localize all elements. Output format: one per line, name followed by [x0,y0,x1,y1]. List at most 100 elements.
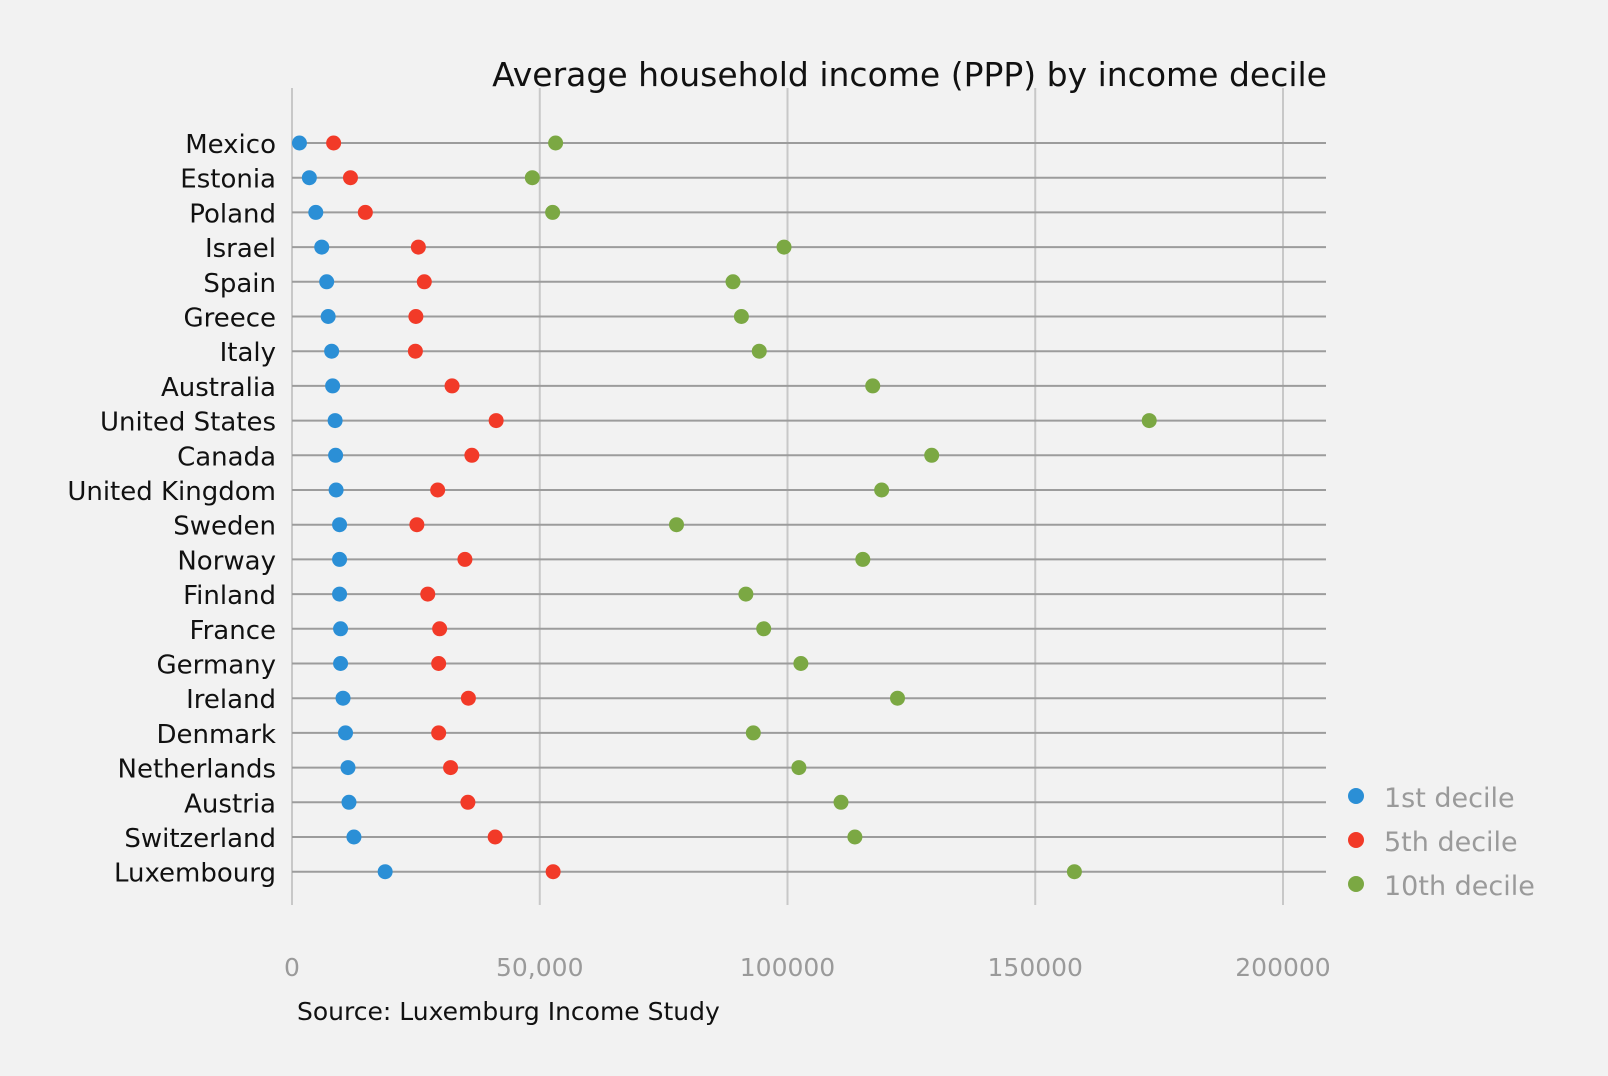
data-point-1st-decile [333,656,349,671]
data-point-1st-decile [328,447,344,463]
y-category-label: Spain [203,269,276,299]
legend-marker [1348,788,1364,804]
data-point-1st-decile [324,343,340,359]
data-point-10th-decile [548,135,564,151]
y-category-label: Australia [161,373,276,403]
data-point-10th-decile [751,343,767,359]
legend: 1st decile 5th decile 10th decile [1348,783,1535,902]
data-point-5th-decile [444,378,460,394]
y-category-label: Israel [205,234,276,264]
data-point-5th-decile [407,343,423,359]
data-point-5th-decile [431,656,447,671]
data-point-5th-decile [488,413,504,429]
data-point-1st-decile [341,794,357,810]
data-point-1st-decile [291,135,307,151]
data-point-1st-decile [377,864,393,880]
category-rows: Mexico Estonia Poland Israel Spain Greece Ital… [67,130,1326,889]
y-category-label: Mexico [185,130,276,160]
y-category-label: Canada [177,442,276,472]
data-point-10th-decile [855,551,871,567]
data-point-1st-decile [308,204,324,220]
source-note: Source: Luxemburg Income Study [297,997,720,1026]
data-point-1st-decile [320,309,336,324]
data-points [291,135,1157,880]
y-category-label: Estonia [180,165,276,195]
data-point-5th-decile [326,135,342,151]
x-tick-label: 150000 [988,953,1083,982]
data-point-5th-decile [460,794,476,810]
y-category-label: Greece [183,304,276,334]
y-category-label: Norway [177,546,276,576]
data-point-10th-decile [776,239,792,255]
data-point-1st-decile [333,621,349,637]
y-category-label: France [190,616,276,646]
y-category-label: United Kingdom [67,477,276,507]
y-category-label: Italy [220,338,276,368]
data-point-1st-decile [301,170,317,186]
y-category-label: United States [100,408,276,438]
data-point-5th-decile [357,204,373,220]
data-point-10th-decile [874,482,890,498]
data-point-1st-decile [328,482,344,498]
y-category-label: Luxembourg [114,859,276,889]
data-point-1st-decile [327,413,343,429]
data-point-1st-decile [335,690,351,706]
data-point-5th-decile [432,621,448,637]
data-point-5th-decile [487,829,503,845]
legend-label: 5th decile [1384,827,1518,858]
data-point-5th-decile [408,309,424,324]
data-point-1st-decile [325,378,341,394]
y-category-label: Ireland [186,685,276,715]
y-category-label: Switzerland [124,824,276,854]
data-point-5th-decile [545,864,561,880]
data-point-5th-decile [431,725,447,741]
y-category-label: Poland [189,199,276,229]
gridlines: 0 50,000 100000 150000 200000 [284,88,1331,982]
data-point-10th-decile [1066,864,1082,880]
data-point-1st-decile [340,760,356,776]
data-point-10th-decile [793,656,809,671]
chart-title: Average household income (PPP) by income… [492,55,1327,94]
x-tick-label: 50,000 [496,953,583,982]
data-point-5th-decile [460,690,476,706]
data-point-5th-decile [409,517,425,533]
data-point-10th-decile [833,794,849,810]
data-point-10th-decile [725,274,741,290]
legend-marker [1348,832,1364,848]
data-point-10th-decile [545,204,561,220]
data-point-5th-decile [416,274,432,290]
data-point-1st-decile [332,517,348,533]
data-point-1st-decile [346,829,362,845]
data-point-10th-decile [847,829,863,845]
y-category-label: Denmark [156,720,276,750]
data-point-10th-decile [1141,413,1157,429]
x-tick-label: 0 [284,953,300,982]
data-point-10th-decile [733,309,749,324]
data-point-5th-decile [443,760,459,776]
data-point-5th-decile [464,447,480,463]
x-tick-label: 200000 [1235,953,1330,982]
y-category-label: Sweden [173,512,276,542]
data-point-1st-decile [319,274,335,290]
data-point-1st-decile [314,239,330,255]
data-point-10th-decile [924,447,940,463]
legend-label: 1st decile [1384,783,1515,814]
data-point-10th-decile [791,760,807,776]
data-point-1st-decile [332,551,348,567]
data-point-10th-decile [669,517,685,533]
data-point-5th-decile [342,170,358,186]
data-point-1st-decile [332,586,348,602]
data-point-1st-decile [338,725,354,741]
legend-label: 10th decile [1384,871,1535,902]
data-point-10th-decile [756,621,772,637]
data-point-5th-decile [430,482,446,498]
legend-marker [1348,876,1364,892]
y-category-label: Finland [183,581,276,611]
x-tick-label: 100000 [740,953,835,982]
data-point-5th-decile [457,551,473,567]
y-category-label: Austria [184,789,276,819]
data-point-10th-decile [890,690,906,706]
y-category-label: Netherlands [118,755,277,785]
